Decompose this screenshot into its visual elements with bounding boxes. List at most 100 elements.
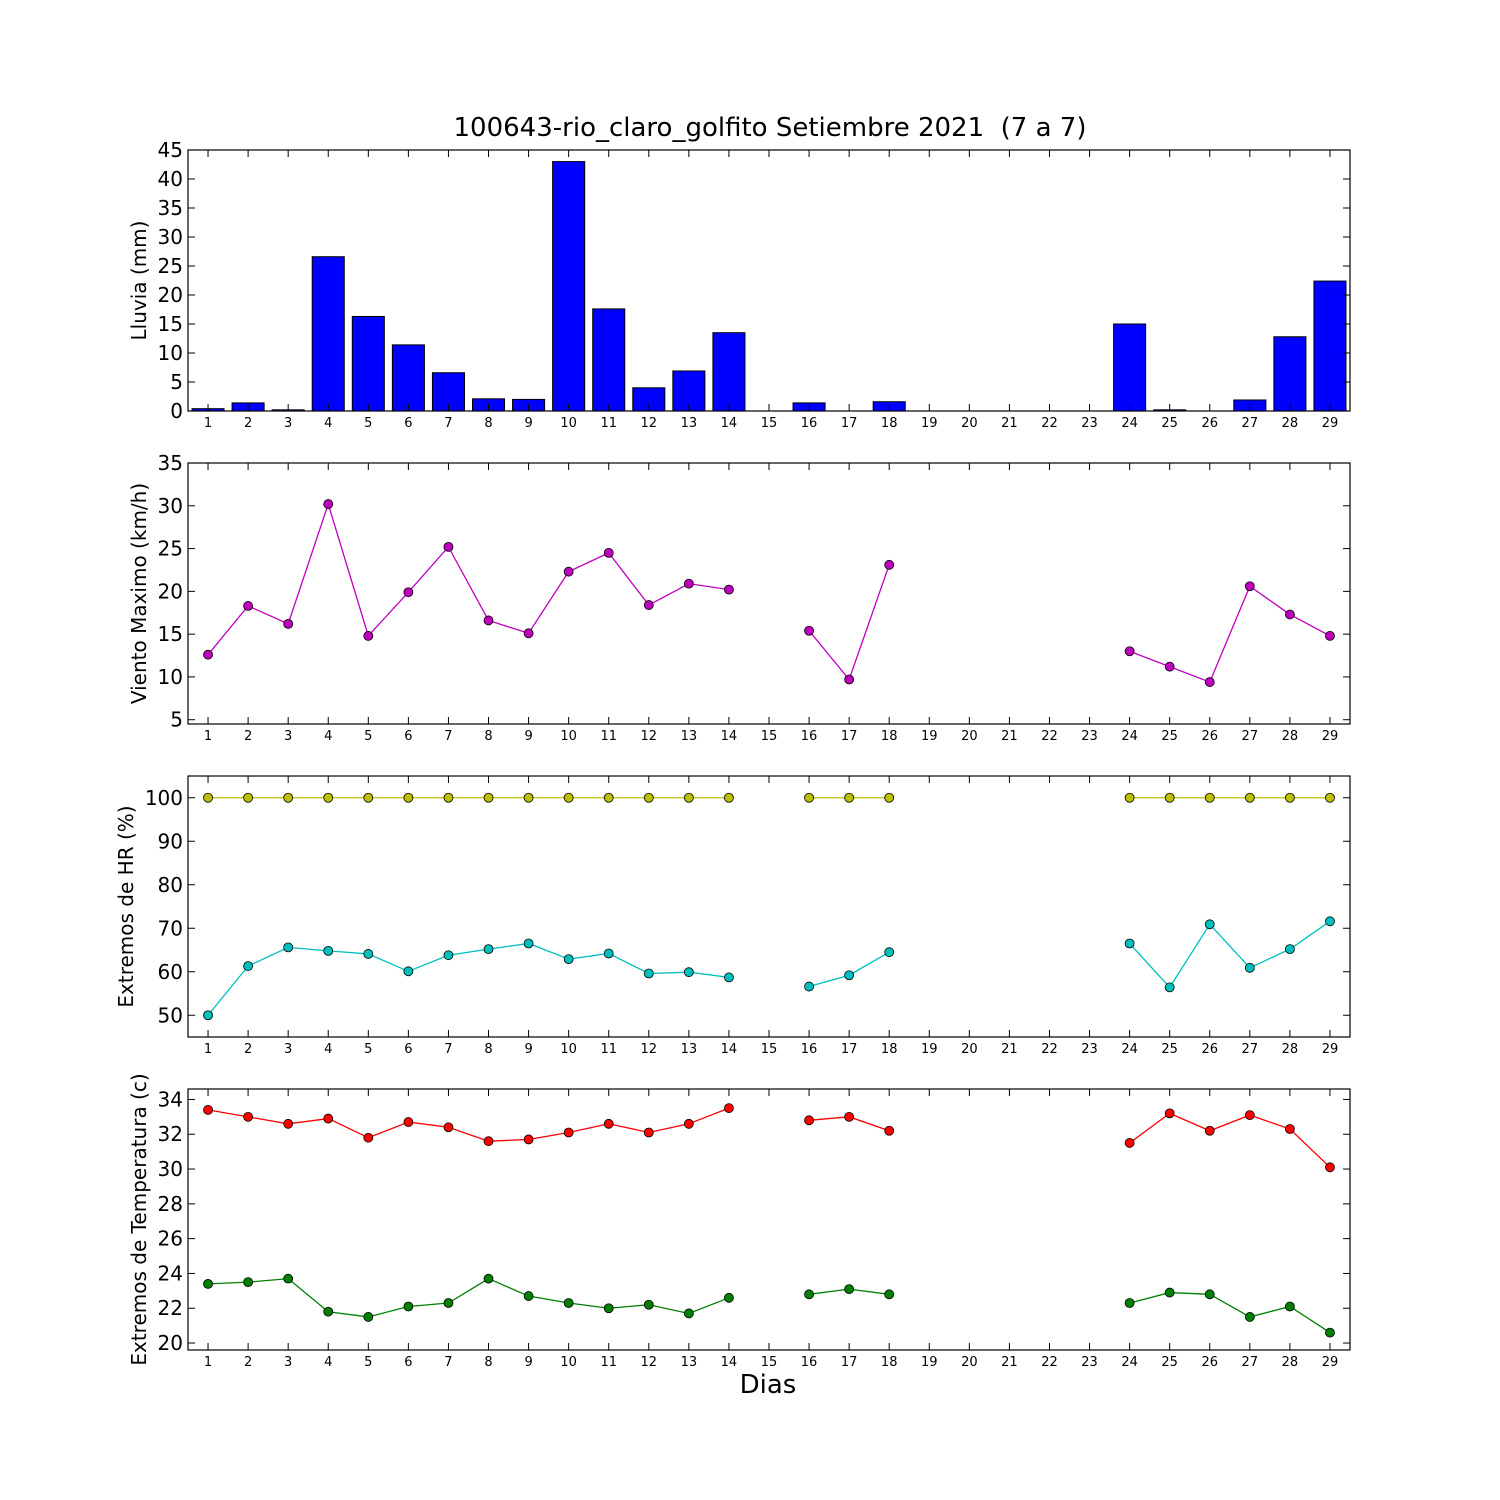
x-tick-label: 17 bbox=[841, 1355, 858, 1370]
x-tick-label: 12 bbox=[641, 729, 658, 744]
x-tick-label: 1 bbox=[204, 416, 212, 431]
series-2-point-day-2 bbox=[243, 1277, 254, 1288]
y-tick-label: 28 bbox=[158, 1192, 183, 1216]
y-tick-label: 30 bbox=[158, 1157, 183, 1181]
x-tick-label: 16 bbox=[801, 416, 818, 431]
series-2-point-day-12 bbox=[643, 968, 654, 979]
x-tick-label: 13 bbox=[681, 729, 698, 744]
x-tick-label: 7 bbox=[444, 729, 452, 744]
series-1-point-day-26 bbox=[1204, 1125, 1215, 1136]
series-1-point-day-8 bbox=[483, 792, 494, 803]
bar-day-29 bbox=[1313, 280, 1347, 412]
x-tick-label: 19 bbox=[921, 416, 938, 431]
y-axis-label: Viento Maximo (km/h) bbox=[127, 483, 151, 704]
series-2-line bbox=[1129, 920, 1331, 989]
series-2-point-day-13 bbox=[683, 1308, 694, 1319]
x-tick-label: 5 bbox=[364, 416, 372, 431]
x-tick-label: 10 bbox=[560, 416, 577, 431]
series-2-point-day-8 bbox=[483, 1273, 494, 1284]
y-tick-label: 25 bbox=[158, 537, 183, 561]
x-tick-label: 8 bbox=[484, 729, 492, 744]
series-1-point-day-28 bbox=[1284, 1124, 1295, 1134]
x-tick-label: 26 bbox=[1201, 416, 1218, 431]
x-tick-label: 25 bbox=[1161, 729, 1178, 744]
series-2-point-day-4 bbox=[323, 945, 334, 956]
x-tick-label: 28 bbox=[1282, 1355, 1299, 1370]
series-1-point-day-24 bbox=[1124, 646, 1135, 657]
series-1-point-day-25 bbox=[1164, 661, 1175, 672]
series-2-point-day-29 bbox=[1325, 1327, 1335, 1338]
y-tick-label: 15 bbox=[158, 622, 183, 646]
series-1-point-day-5 bbox=[363, 792, 374, 803]
series-1-line bbox=[1129, 585, 1331, 683]
x-tick-label: 10 bbox=[560, 1042, 577, 1057]
x-tick-label: 17 bbox=[841, 729, 858, 744]
series-1-point-day-11 bbox=[603, 1118, 614, 1129]
series-2-point-day-5 bbox=[363, 1312, 374, 1322]
bar-day-4 bbox=[311, 256, 345, 412]
y-tick-label: 70 bbox=[158, 916, 183, 940]
series-1-point-day-3 bbox=[283, 1118, 294, 1129]
x-tick-label: 17 bbox=[841, 416, 858, 431]
series-2-point-day-12 bbox=[643, 1299, 654, 1310]
series-1-point-day-25 bbox=[1164, 1108, 1175, 1119]
x-tick-label: 1 bbox=[204, 1355, 212, 1370]
x-tick-label: 13 bbox=[681, 416, 698, 431]
y-tick-label: 20 bbox=[158, 283, 183, 307]
x-tick-label: 8 bbox=[484, 1042, 492, 1057]
x-tick-label: 21 bbox=[1001, 1355, 1018, 1370]
y-tick-label: 30 bbox=[158, 494, 183, 518]
bar-day-28 bbox=[1273, 336, 1307, 412]
series-2-point-day-1 bbox=[203, 1010, 213, 1021]
series-1-point-day-4 bbox=[323, 1113, 334, 1124]
x-tick-label: 5 bbox=[364, 1355, 372, 1370]
series-2-line bbox=[208, 1277, 730, 1318]
series-1-point-day-5 bbox=[363, 1132, 374, 1143]
x-tick-label: 9 bbox=[524, 1042, 532, 1057]
x-tick-label: 23 bbox=[1081, 729, 1098, 744]
series-1-point-day-13 bbox=[683, 792, 694, 803]
x-tick-label: 2 bbox=[244, 416, 252, 431]
x-tick-label: 12 bbox=[641, 416, 658, 431]
series-2-point-day-6 bbox=[403, 966, 414, 977]
series-1-point-day-29 bbox=[1325, 630, 1335, 641]
series-2-point-day-3 bbox=[283, 1273, 294, 1284]
x-tick-label: 11 bbox=[600, 416, 617, 431]
y-tick-label: 80 bbox=[158, 873, 183, 897]
x-tick-label: 18 bbox=[881, 416, 898, 431]
series-1-point-day-9 bbox=[523, 792, 534, 803]
series-2-point-day-3 bbox=[283, 942, 294, 953]
x-tick-label: 25 bbox=[1161, 416, 1178, 431]
x-tick-label: 27 bbox=[1242, 1355, 1259, 1370]
series-1-point-day-24 bbox=[1124, 1138, 1135, 1148]
x-axis-label: Dias bbox=[739, 1370, 797, 1400]
panel-4-frame bbox=[187, 1088, 1351, 1351]
y-tick-label: 20 bbox=[158, 1331, 183, 1355]
x-tick-label: 14 bbox=[721, 1042, 738, 1057]
x-tick-label: 1 bbox=[204, 729, 212, 744]
y-axis-label: Extremos de Temperatura (c) bbox=[127, 1073, 151, 1365]
series-1-line bbox=[808, 564, 890, 681]
series-2-point-day-10 bbox=[563, 1298, 574, 1308]
x-tick-label: 5 bbox=[364, 1042, 372, 1057]
x-tick-label: 23 bbox=[1081, 416, 1098, 431]
x-tick-label: 26 bbox=[1201, 1355, 1218, 1370]
x-tick-label: 11 bbox=[600, 1042, 617, 1057]
series-2-point-day-5 bbox=[363, 949, 374, 959]
series-2-point-day-16 bbox=[804, 1289, 814, 1300]
series-1-point-day-6 bbox=[403, 792, 414, 803]
series-1-point-day-11 bbox=[603, 547, 614, 558]
series-1-point-day-6 bbox=[403, 587, 414, 598]
series-1-point-day-7 bbox=[443, 792, 454, 803]
panel-3-frame bbox=[187, 775, 1351, 1038]
x-tick-label: 26 bbox=[1201, 1042, 1218, 1057]
x-tick-label: 28 bbox=[1282, 729, 1299, 744]
series-1-point-day-28 bbox=[1284, 609, 1295, 620]
x-tick-label: 13 bbox=[681, 1355, 698, 1370]
series-2-line bbox=[808, 951, 890, 988]
series-1-line bbox=[207, 1107, 730, 1142]
series-1-point-day-14 bbox=[724, 792, 734, 803]
x-tick-label: 15 bbox=[761, 416, 778, 431]
y-tick-label: 25 bbox=[158, 254, 183, 278]
series-1-point-day-8 bbox=[483, 615, 494, 626]
